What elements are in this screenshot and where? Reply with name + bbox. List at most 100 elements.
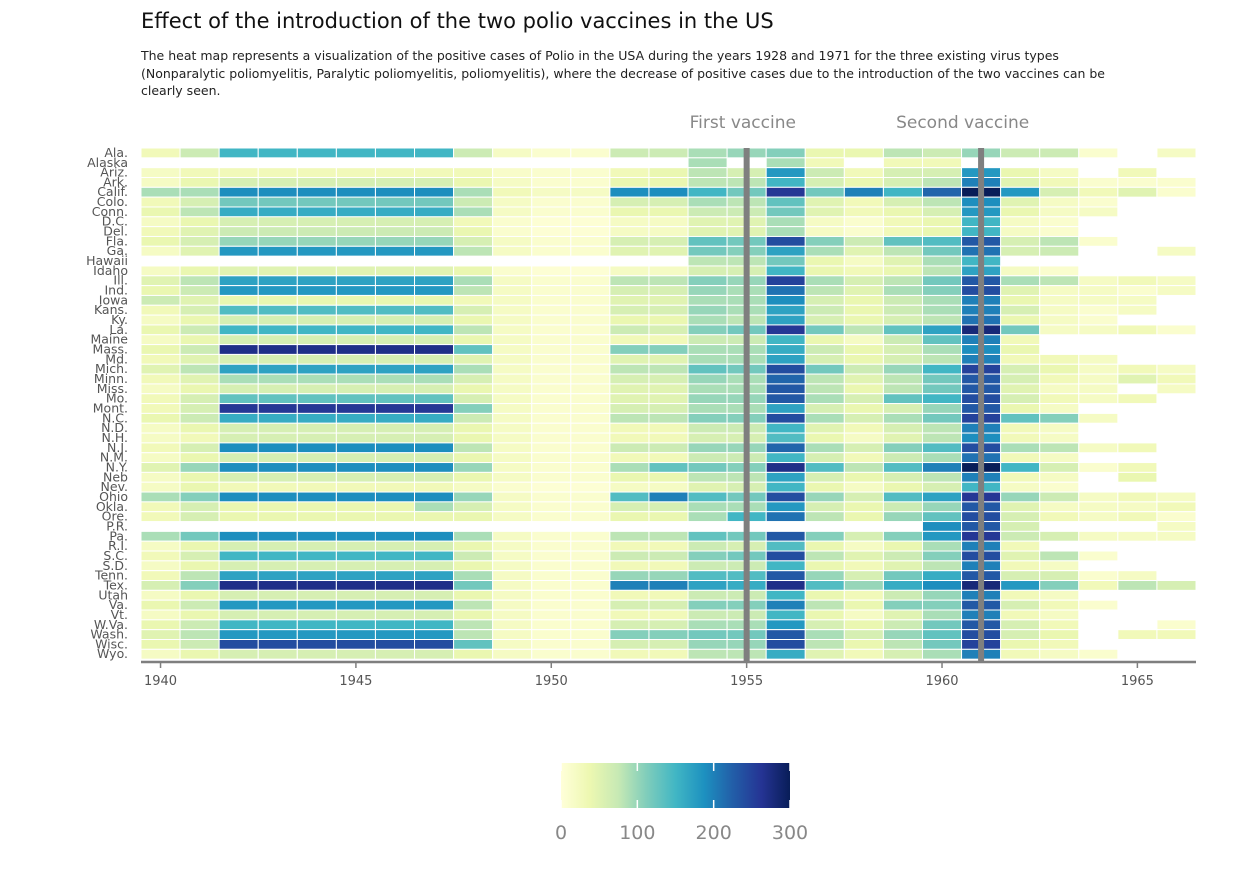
heatmap-tile	[140, 481, 181, 493]
heatmap-tile	[492, 275, 533, 287]
heatmap-tile	[335, 648, 376, 660]
heatmap-tile	[648, 481, 689, 493]
heatmap-tile	[492, 285, 533, 296]
heatmap-tile	[843, 344, 884, 355]
heatmap-tile	[453, 540, 494, 552]
y-tick-label: Iowa	[99, 292, 128, 307]
heatmap-tile	[531, 422, 572, 434]
heatmap-tile	[531, 412, 572, 424]
heatmap-tile	[1156, 491, 1197, 503]
heatmap-tile	[531, 550, 572, 562]
heatmap-tile	[531, 324, 572, 336]
heatmap-tile	[218, 334, 259, 346]
heatmap-tile	[1117, 294, 1158, 306]
heatmap-tile	[1156, 363, 1197, 375]
heatmap-tile	[1078, 186, 1119, 198]
heatmap-tile	[374, 570, 416, 582]
heatmap-tile	[570, 226, 611, 237]
heatmap-tile	[414, 403, 455, 414]
heatmap-tile	[414, 619, 455, 631]
heatmap-tile	[374, 432, 416, 444]
heatmap-tile	[804, 373, 845, 385]
heatmap-tile	[218, 609, 259, 621]
heatmap-tile	[218, 176, 259, 188]
heatmap-tile	[140, 619, 181, 631]
heatmap-tile	[882, 147, 923, 159]
heatmap-tile	[921, 334, 963, 346]
heatmap-tile	[804, 412, 845, 424]
heatmap-tile	[140, 147, 181, 159]
heatmap-tile	[335, 462, 376, 473]
heatmap-tile	[687, 186, 728, 198]
heatmap-tile	[804, 442, 845, 454]
y-tick-label: Idaho	[93, 263, 128, 278]
heatmap-tile	[453, 147, 494, 159]
heatmap-tile	[804, 167, 845, 178]
heatmap-tile	[414, 471, 455, 483]
heatmap-tile	[218, 432, 259, 444]
heatmap-tile	[687, 324, 728, 336]
heatmap-tile	[218, 471, 259, 483]
heatmap-tile	[335, 275, 376, 287]
heatmap-tile	[218, 304, 259, 316]
heatmap-tile	[179, 560, 220, 572]
heatmap-tile	[1039, 560, 1080, 572]
heatmap-tile	[687, 648, 728, 660]
heatmap-tile	[921, 550, 963, 562]
heatmap-tile	[374, 589, 416, 601]
heatmap-tile	[531, 304, 572, 316]
heatmap-tile	[843, 383, 884, 395]
heatmap-tile	[414, 304, 455, 316]
heatmap-tile	[1156, 580, 1197, 591]
heatmap-tile	[921, 471, 963, 483]
heatmap-tile	[531, 599, 572, 611]
heatmap-tile	[257, 324, 298, 336]
heatmap-tile	[1000, 462, 1041, 473]
heatmap-tile	[257, 589, 298, 601]
heatmap-tile	[570, 462, 611, 473]
heatmap-tile	[414, 245, 455, 257]
y-tick-label: Colo.	[97, 194, 128, 209]
heatmap-tile	[882, 314, 923, 326]
heatmap-tile	[140, 422, 181, 434]
heatmap-tile	[570, 147, 611, 159]
heatmap-tile	[140, 304, 181, 316]
heatmap-tile	[804, 619, 845, 631]
heatmap-tile	[374, 373, 416, 385]
heatmap-tile	[1039, 304, 1080, 316]
heatmap-tile	[257, 167, 298, 178]
heatmap-tile	[648, 403, 689, 414]
heatmap-tile	[257, 373, 298, 385]
heatmap-tile	[140, 550, 181, 562]
heatmap-tile	[609, 226, 650, 237]
heatmap-tile	[179, 196, 220, 208]
heatmap-tile	[570, 403, 611, 414]
heatmap-tile	[453, 373, 494, 385]
heatmap-tile	[882, 265, 923, 277]
heatmap-tile	[1039, 599, 1080, 611]
heatmap-tile	[218, 629, 259, 640]
heatmap-tile	[257, 275, 298, 287]
heatmap-tile	[531, 167, 572, 178]
heatmap-tile	[335, 511, 376, 523]
heatmap-tile	[570, 324, 611, 336]
heatmap-tile	[492, 550, 533, 562]
heatmap-tile	[804, 540, 845, 552]
heatmap-tile	[140, 403, 181, 414]
heatmap-tile	[609, 442, 650, 454]
y-tick-label: Ala.	[104, 145, 128, 160]
heatmap-tile	[1000, 412, 1041, 424]
heatmap-tile	[570, 334, 611, 346]
heatmap-tile	[1000, 570, 1041, 582]
heatmap-tile	[1078, 304, 1119, 316]
heatmap-tile	[296, 432, 337, 444]
heatmap-tile	[374, 206, 416, 218]
legend-tick-label: 300	[772, 822, 808, 844]
heatmap-tile	[531, 186, 572, 198]
heatmap-tile	[570, 639, 611, 650]
heatmap-tile	[374, 353, 416, 365]
heatmap-tile	[335, 609, 376, 621]
y-tick-label: N.H.	[102, 430, 128, 445]
heatmap-tile	[921, 501, 963, 513]
heatmap-tile	[1000, 501, 1041, 513]
